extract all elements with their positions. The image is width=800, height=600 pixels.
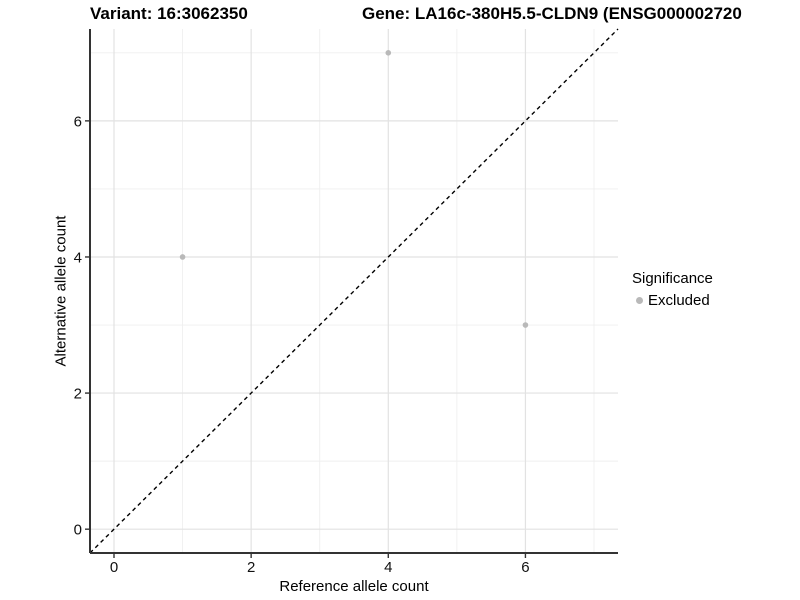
data-point (179, 254, 186, 260)
x-tick-label: 4 (384, 559, 392, 576)
legend-title: Significance (632, 270, 713, 287)
legend-entry-label: Excluded (648, 292, 710, 309)
x-tick-label: 6 (521, 559, 529, 576)
x-axis-title: Reference allele count (279, 578, 429, 595)
data-point (522, 322, 529, 328)
y-tick-label: 6 (74, 113, 82, 130)
legend-key-dot-icon (636, 297, 643, 304)
legend: Significance Excluded (632, 270, 713, 309)
identity-line (89, 28, 619, 554)
y-axis-title: Alternative allele count (52, 215, 70, 367)
legend-entry: Excluded (632, 292, 713, 309)
variant-title: Variant: 16:3062350 (90, 4, 248, 23)
x-tick-label: 0 (110, 559, 118, 576)
y-tick-label: 4 (74, 249, 82, 266)
x-tick-label: 2 (247, 559, 255, 576)
gene-title: Gene: LA16c-380H5.5-CLDN9 (ENSG000002720 (362, 4, 742, 23)
y-tick-label: 0 (74, 522, 82, 539)
data-point (385, 50, 392, 56)
y-tick-label: 2 (74, 386, 82, 403)
